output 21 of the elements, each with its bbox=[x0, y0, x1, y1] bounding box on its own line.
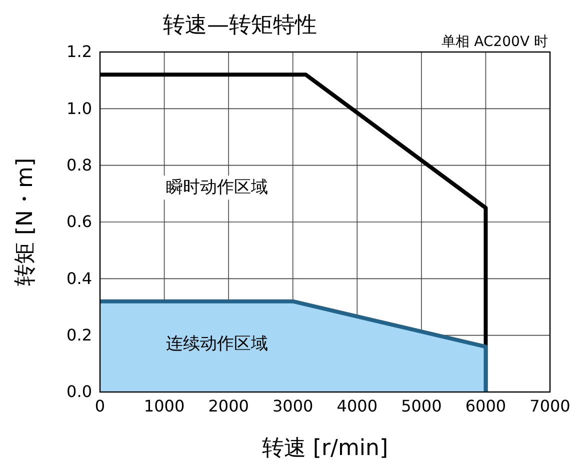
x-tick-label: 1000 bbox=[144, 396, 185, 416]
y-axis-title: 转矩 [N・m] bbox=[13, 158, 38, 286]
x-tick-label: 2000 bbox=[208, 396, 249, 416]
text: 单相 AC200V 时 bbox=[442, 34, 548, 50]
x-tick-label: 6000 bbox=[465, 396, 506, 416]
y-tick-label: 0.4 bbox=[66, 268, 92, 288]
x-tick-label: 0 bbox=[94, 396, 106, 416]
annotation: 连续动作区域 bbox=[166, 334, 268, 354]
x-tick-label: 3000 bbox=[272, 396, 314, 416]
y-tick-label: 1.2 bbox=[66, 42, 92, 62]
chart-title: 转速—转矩特性 bbox=[163, 13, 317, 38]
x-axis-title: 转速 [r/min] bbox=[262, 436, 388, 461]
x-tick-label: 5000 bbox=[401, 396, 442, 416]
y-tick-label: 0.2 bbox=[66, 325, 92, 344]
y-tick-label: 0.6 bbox=[66, 212, 92, 232]
annotation: 瞬时动作区域 bbox=[166, 178, 268, 198]
y-tick-label: 0.0 bbox=[66, 382, 92, 402]
x-tick-label: 4000 bbox=[336, 396, 378, 416]
y-tick-label: 0.8 bbox=[66, 155, 92, 174]
x-tick-label: 7000 bbox=[530, 396, 570, 416]
y-tick-label: 1.0 bbox=[66, 98, 92, 118]
